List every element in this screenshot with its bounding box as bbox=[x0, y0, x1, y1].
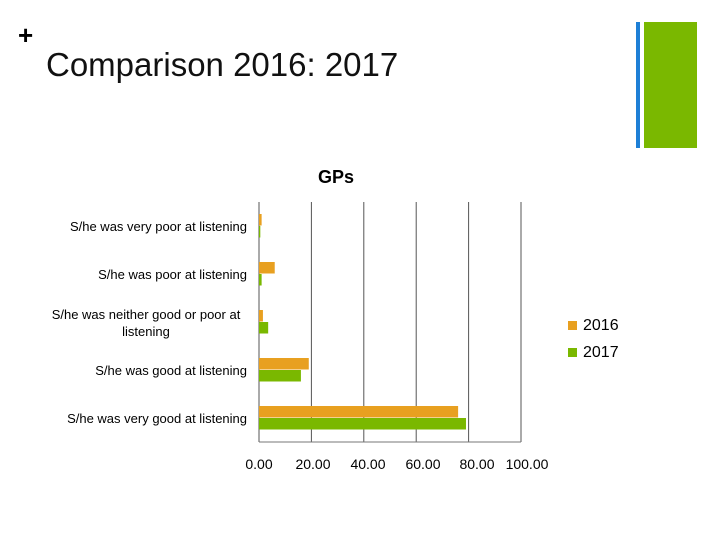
bar-2017-3 bbox=[259, 370, 301, 382]
legend-item-2017: 2017 bbox=[568, 339, 619, 366]
bar-2016-2 bbox=[259, 310, 263, 322]
x-tick-label: 80.00 bbox=[459, 456, 494, 472]
x-tick-label: 40.00 bbox=[350, 456, 385, 472]
category-label-3: S/he was good at listening bbox=[95, 363, 247, 378]
bar-2017-4 bbox=[259, 418, 466, 430]
category-label-2: S/he was neither good or poor at listenin… bbox=[52, 307, 241, 339]
legend-item-2016: 2016 bbox=[568, 312, 619, 339]
accent-bar-green bbox=[644, 22, 697, 148]
bar-2017-1 bbox=[259, 274, 262, 286]
bar-2016-1 bbox=[259, 262, 275, 274]
legend-label-2017: 2017 bbox=[583, 343, 619, 361]
x-tick-label: 60.00 bbox=[405, 456, 440, 472]
x-tick-label: 100.00 bbox=[506, 456, 549, 472]
slide-title: Comparison 2016: 2017 bbox=[46, 46, 399, 83]
legend: 2016 2017 bbox=[568, 312, 619, 366]
plus-icon: + bbox=[18, 20, 34, 50]
legend-label-2016: 2016 bbox=[583, 316, 619, 334]
legend-swatch-2017 bbox=[568, 348, 577, 357]
bar-2017-2 bbox=[259, 322, 269, 334]
bar-2017-0 bbox=[259, 226, 261, 238]
accent-bar-blue bbox=[636, 22, 640, 148]
chart-title: GPs bbox=[318, 167, 354, 187]
x-tick-label: 0.00 bbox=[245, 456, 272, 472]
bar-2016-0 bbox=[259, 214, 262, 226]
category-label-4: S/he was very good at listening bbox=[67, 411, 247, 426]
category-label-0: S/he was very poor at listening bbox=[70, 219, 247, 234]
bar-2016-4 bbox=[259, 406, 459, 418]
x-tick-label: 20.00 bbox=[295, 456, 330, 472]
category-label-1: S/he was poor at listening bbox=[98, 267, 247, 282]
bar-2016-3 bbox=[259, 358, 309, 370]
legend-swatch-2016 bbox=[568, 321, 577, 330]
